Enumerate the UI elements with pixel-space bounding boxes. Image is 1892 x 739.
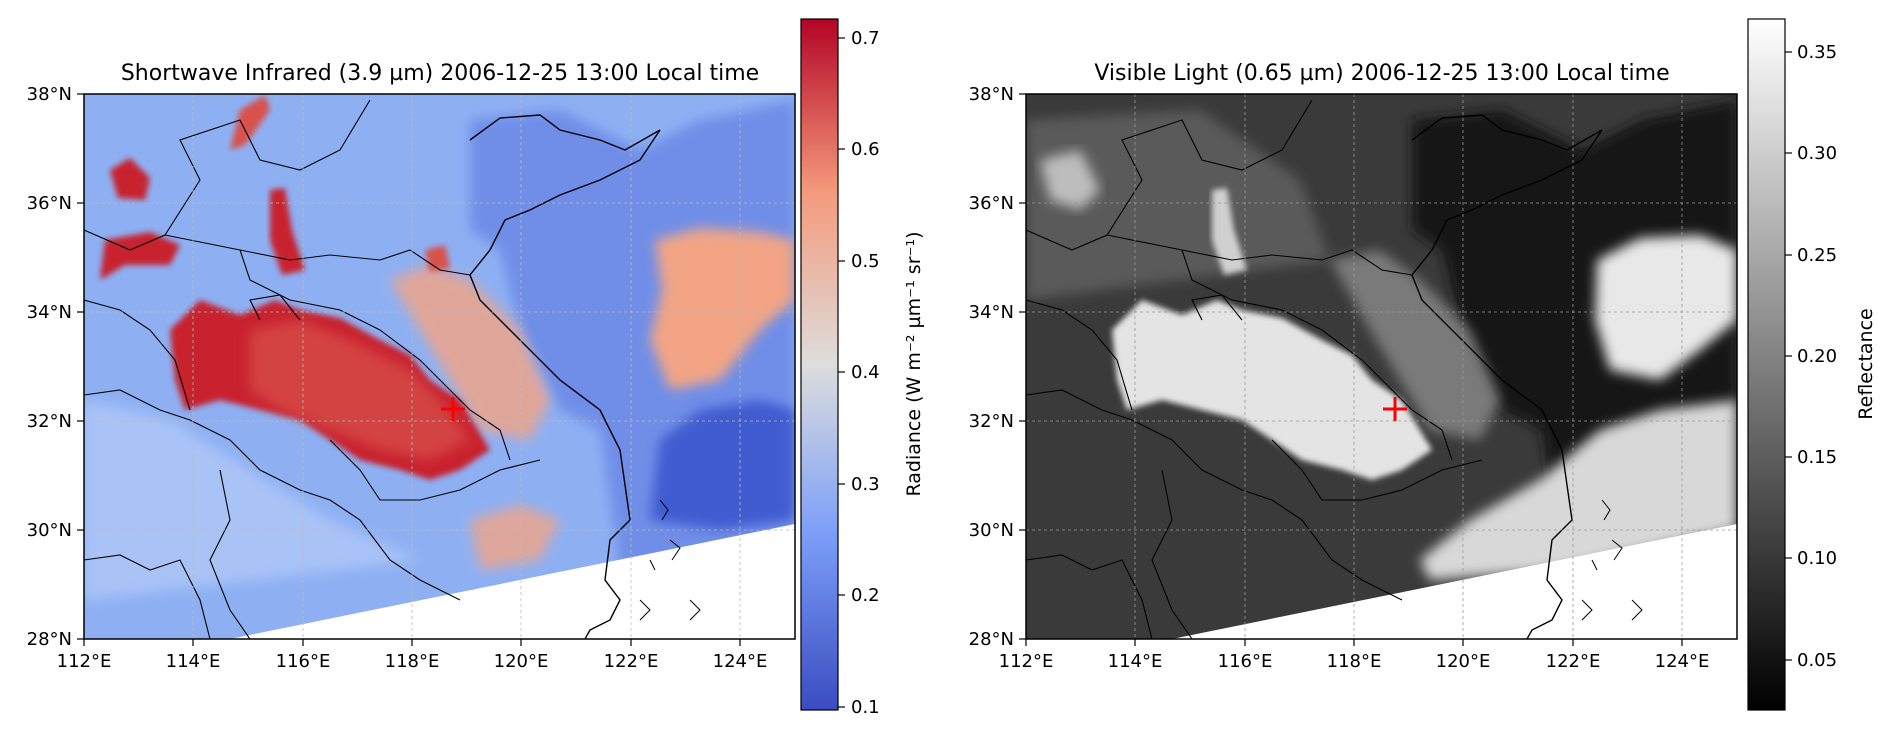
- sir-lon-label: 122°E: [604, 651, 659, 672]
- sir-y-ticks: [77, 93, 84, 640]
- sir-colorbar-scale: [800, 18, 839, 711]
- vis-lon-label: 120°E: [1436, 651, 1491, 672]
- sir-dark-patch: [650, 400, 795, 530]
- sir-hot-patch-4: [230, 95, 270, 150]
- sir-location-marker: [441, 397, 465, 421]
- sir-warm-speckles: [390, 265, 550, 440]
- vis-cloud-mass: [1112, 300, 1432, 480]
- vis-location-marker: [1383, 397, 1407, 421]
- sir-south-speckles: [470, 505, 560, 570]
- vis-lat-label: 38°N: [969, 84, 1014, 105]
- sir-no-data-wedge: [230, 524, 795, 639]
- sir-colorbar-tick: 0.6: [851, 139, 880, 160]
- vis-colorbar-tick: 0.10: [1797, 548, 1837, 569]
- sir-colorbar-tick: 0.5: [851, 251, 880, 272]
- sir-x-ticks: [83, 639, 741, 646]
- vis-gridlines: [1026, 94, 1737, 639]
- sir-lat-label: 38°N: [27, 84, 72, 105]
- vis-lat-label: 28°N: [969, 629, 1014, 650]
- sir-title: Shortwave Infrared (3.9 µm) 2006-12-25 1…: [121, 61, 759, 86]
- sir-lon-labels: 112°E 114°E 116°E 118°E 120°E 122°E 124°…: [57, 651, 768, 672]
- sir-hot-patch-5: [425, 245, 450, 272]
- sir-colorbar: 0.7 0.6 0.5 0.4 0.3 0.2 0.1 Radiance (W …: [800, 18, 925, 718]
- vis-lat-label: 30°N: [969, 520, 1014, 541]
- vis-y-ticks: [1019, 93, 1026, 640]
- vis-lon-label: 112°E: [999, 651, 1054, 672]
- vis-panel: Visible Light (0.65 µm) 2006-12-25 13:00…: [969, 18, 1877, 711]
- vis-sea-clouds: [1595, 235, 1737, 380]
- sir-map: [84, 94, 795, 639]
- vis-colorbar-scale: [1747, 18, 1786, 711]
- vis-lat-label: 36°N: [969, 193, 1014, 214]
- sir-land-patch: [84, 400, 420, 600]
- vis-lat-labels: 38°N 36°N 34°N 32°N 30°N 28°N: [969, 84, 1014, 650]
- vis-lat-label: 32°N: [969, 411, 1014, 432]
- vis-colorbar-label: Reflectance: [1855, 308, 1877, 419]
- sir-colorbar-label: Radiance (W m⁻² µm⁻¹ sr⁻¹): [903, 231, 925, 496]
- sir-gridlines: [84, 94, 795, 639]
- sir-lon-label: 114°E: [166, 651, 221, 672]
- sir-hot-patch-1: [110, 158, 150, 200]
- vis-no-data-wedge: [1172, 524, 1737, 639]
- vis-x-ticks: [1025, 639, 1683, 646]
- sir-lat-labels: 38°N 36°N 34°N 32°N 30°N 28°N: [27, 84, 72, 650]
- sir-islands: [639, 499, 701, 621]
- sir-lat-label: 28°N: [27, 629, 72, 650]
- vis-lon-labels: 112°E 114°E 116°E 118°E 120°E 122°E 124°…: [999, 651, 1710, 672]
- sir-sea-clouds: [650, 228, 795, 390]
- vis-colorbar-tick: 0.30: [1797, 143, 1837, 164]
- vis-southeast-clouds: [1420, 400, 1737, 580]
- sir-lon-label: 112°E: [57, 651, 112, 672]
- vis-colorbar-tick: 0.20: [1797, 346, 1837, 367]
- vis-cloud-patch-1: [1212, 188, 1247, 275]
- vis-lon-label: 122°E: [1546, 651, 1601, 672]
- sir-hot-patch-3: [270, 188, 305, 275]
- sir-lon-label: 118°E: [385, 651, 440, 672]
- vis-colorbar-tick: 0.25: [1797, 245, 1837, 266]
- sir-colorbar-tick: 0.7: [851, 28, 880, 49]
- vis-frame: [1025, 93, 1738, 640]
- vis-title: Visible Light (0.65 µm) 2006-12-25 13:00…: [1094, 61, 1669, 86]
- sir-lon-label: 120°E: [494, 651, 549, 672]
- vis-colorbar: 0.35 0.30 0.25 0.20 0.15 0.10 0.05 Refle…: [1747, 18, 1877, 711]
- vis-colorbar-tick: 0.35: [1797, 42, 1837, 63]
- sir-coastline: [469, 114, 661, 639]
- vis-lat-label: 34°N: [969, 302, 1014, 323]
- sir-colorbar-tick: 0.2: [851, 585, 880, 606]
- sir-hot-region-core: [250, 320, 470, 460]
- vis-colorbar-tick: 0.15: [1797, 447, 1837, 468]
- sir-lat-label: 30°N: [27, 520, 72, 541]
- sir-hot-patch-2: [100, 232, 180, 280]
- sir-colorbar-tick: 0.1: [851, 697, 880, 718]
- vis-coastline: [1411, 114, 1603, 639]
- vis-map: [1026, 94, 1737, 639]
- sir-lat-label: 34°N: [27, 302, 72, 323]
- sir-lat-label: 32°N: [27, 411, 72, 432]
- vis-cloud-patch-2: [1040, 150, 1100, 210]
- sir-province-borders: [84, 99, 541, 639]
- vis-land-lighter: [1026, 110, 1330, 300]
- sir-lon-label: 124°E: [713, 651, 768, 672]
- vis-colorbar-tick: 0.05: [1797, 650, 1837, 671]
- sir-panel: Shortwave Infrared (3.9 µm) 2006-12-25 1…: [27, 18, 925, 718]
- sir-frame: [83, 93, 796, 640]
- vis-cloud-streaks: [1330, 250, 1500, 440]
- vis-lon-label: 124°E: [1655, 651, 1710, 672]
- sir-lon-label: 116°E: [276, 651, 331, 672]
- vis-province-borders: [1026, 99, 1483, 639]
- vis-lon-label: 114°E: [1108, 651, 1163, 672]
- sir-lat-label: 36°N: [27, 193, 72, 214]
- vis-lon-label: 118°E: [1327, 651, 1382, 672]
- vis-islands: [1581, 499, 1643, 621]
- sir-colorbar-tick: 0.4: [851, 362, 880, 383]
- sir-colorbar-tick: 0.3: [851, 474, 880, 495]
- vis-lon-label: 116°E: [1218, 651, 1273, 672]
